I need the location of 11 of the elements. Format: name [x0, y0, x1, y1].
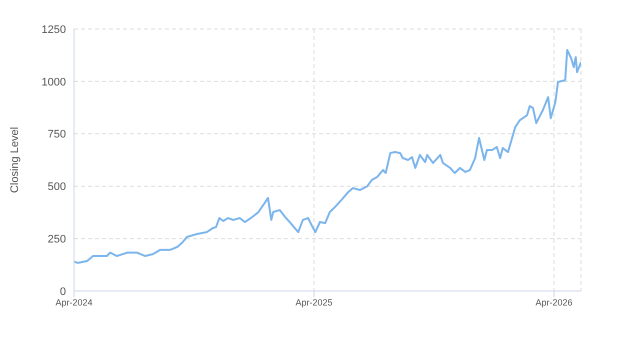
y-tick-label: 500 — [48, 181, 66, 194]
y-tick-label: 1250 — [42, 24, 66, 36]
y-tick-label: 1000 — [42, 76, 66, 88]
x-tick-label: Apr-2025 — [296, 297, 333, 308]
line-series — [74, 48, 581, 264]
y-tick-label: 250 — [48, 234, 66, 246]
y-tick-label: 0 — [60, 286, 66, 298]
y-axis-title: Closing Level — [8, 126, 21, 194]
x-tick-label: Apr-2026 — [536, 297, 573, 308]
y-tick-label: 750 — [48, 128, 66, 141]
x-tick-label: Apr-2024 — [55, 297, 93, 308]
